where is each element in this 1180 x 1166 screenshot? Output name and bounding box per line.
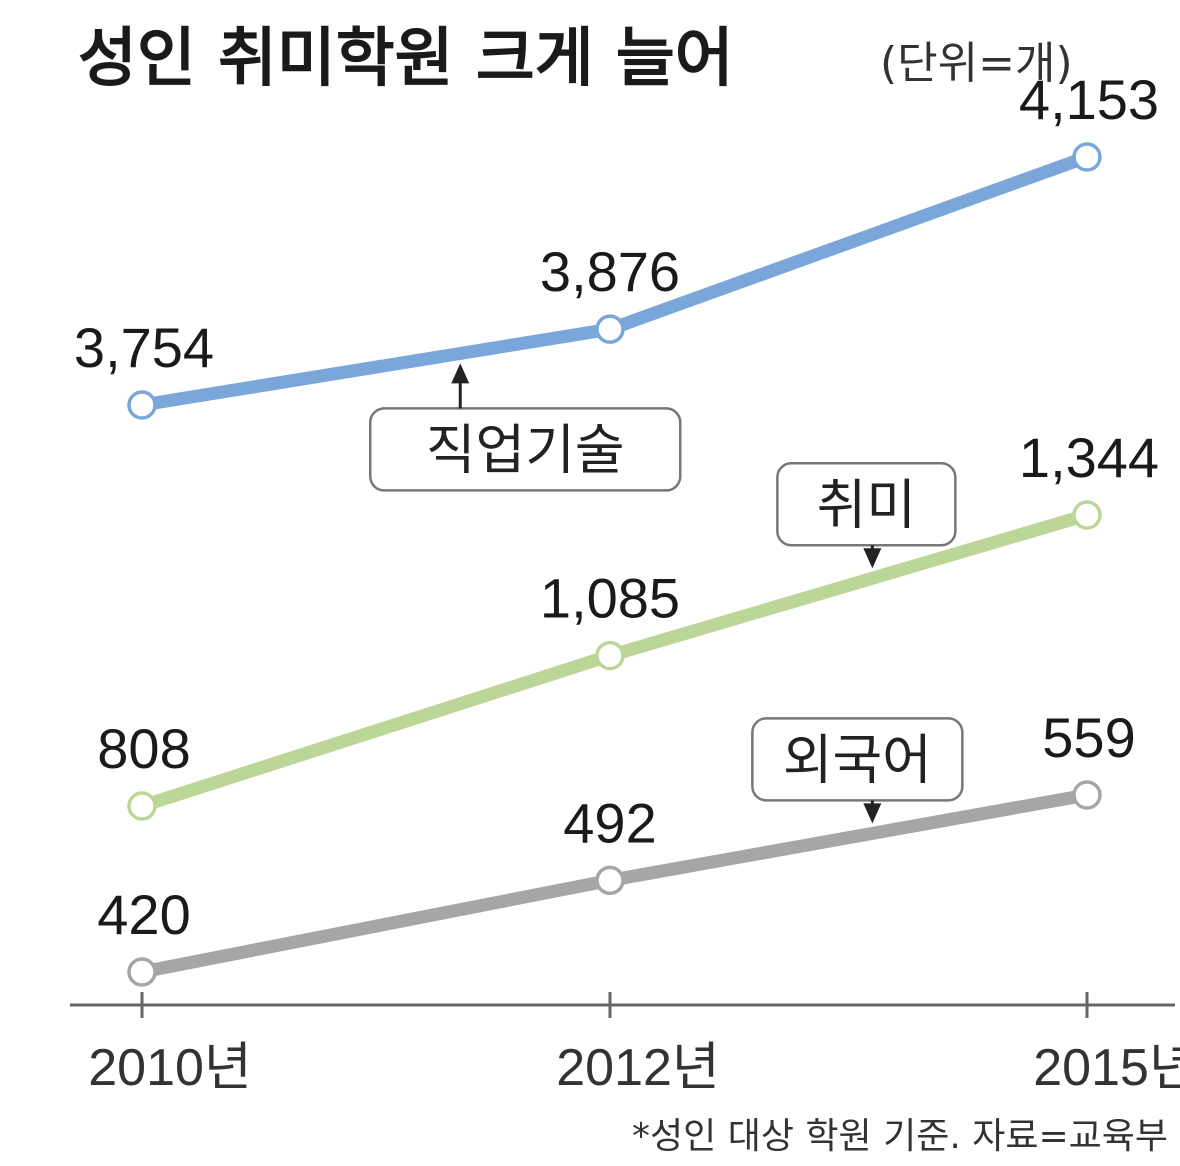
data-label-foreign-language: 492: [563, 791, 656, 854]
data-point-hobby: [127, 791, 157, 821]
unit-note: (단위=개): [880, 38, 1073, 89]
data-point-job-skill: [595, 314, 625, 344]
callout-arrowhead: [863, 803, 882, 824]
data-label-foreign-language: 420: [97, 883, 190, 946]
data-point-job-skill: [1072, 142, 1102, 172]
callout-box: [751, 717, 964, 802]
callout-label: 직업기술: [426, 418, 625, 481]
callout-box: [368, 407, 682, 492]
data-label-hobby: 808: [97, 717, 190, 780]
data-point-foreign-language: [127, 957, 157, 987]
callout-arrowhead: [451, 363, 470, 384]
x-tick-label: 2010년: [88, 1039, 252, 1097]
data-point-hobby: [595, 640, 625, 671]
data-point-hobby: [1072, 500, 1102, 530]
data-point-foreign-language: [1072, 780, 1102, 810]
footnote: *성인 대상 학원 기준. 자료=교육부: [632, 1116, 1168, 1157]
callout-job-skill: 직업기술: [368, 363, 682, 492]
data-label-job-skill: 4,153: [1019, 68, 1159, 131]
data-label-hobby: 1,344: [1019, 426, 1159, 489]
data-label-hobby: 1,085: [540, 567, 680, 630]
data-point-job-skill: [127, 390, 157, 420]
callout-foreign-language: 외국어: [751, 717, 964, 824]
callout-box: [776, 462, 957, 547]
callout-hobby: 취미: [776, 462, 957, 569]
data-label-job-skill: 3,754: [74, 316, 214, 379]
callout-label: 취미: [817, 473, 916, 536]
series-layer: 3,754 3,876 4,153 808 1,085 1,344 420 492 559: [74, 68, 1159, 987]
data-label-job-skill: 3,876: [540, 240, 680, 303]
x-tick-label: 2012년: [556, 1039, 720, 1097]
data-point-foreign-language: [595, 865, 625, 896]
callout-arrowhead: [863, 548, 882, 569]
chart-title: 성인 취미학원 크게 늘어: [78, 22, 734, 96]
data-label-foreign-language: 559: [1042, 706, 1135, 769]
x-ticks: 2010년 2012년 2015년: [88, 992, 1180, 1097]
callout-label: 외국어: [783, 728, 932, 791]
x-tick-label: 2015년: [1033, 1039, 1180, 1097]
